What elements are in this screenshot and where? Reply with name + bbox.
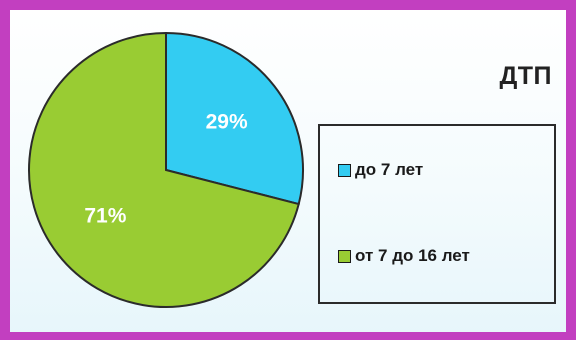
legend-item-0: до 7 лет xyxy=(338,160,423,180)
pie-slice-1 xyxy=(28,31,300,308)
chart-title: ДТП xyxy=(499,62,552,90)
chart-legend: до 7 лет от 7 до 16 лет xyxy=(318,124,556,304)
chart-panel: 29% 71% ДТП до 7 лет от 7 до 16 лет xyxy=(10,10,566,332)
legend-swatch-0 xyxy=(338,163,351,177)
pie-data-label-1: 71% xyxy=(84,205,126,228)
pie-chart: 29% 71% xyxy=(28,31,304,308)
pie-data-label-0: 29% xyxy=(206,111,248,134)
pie-slice-0 xyxy=(165,31,304,206)
legend-item-1: от 7 до 16 лет xyxy=(338,246,470,266)
legend-label-1: от 7 до 16 лет xyxy=(355,246,470,265)
legend-label-0: до 7 лет xyxy=(355,160,424,179)
legend-swatch-1 xyxy=(338,249,351,263)
